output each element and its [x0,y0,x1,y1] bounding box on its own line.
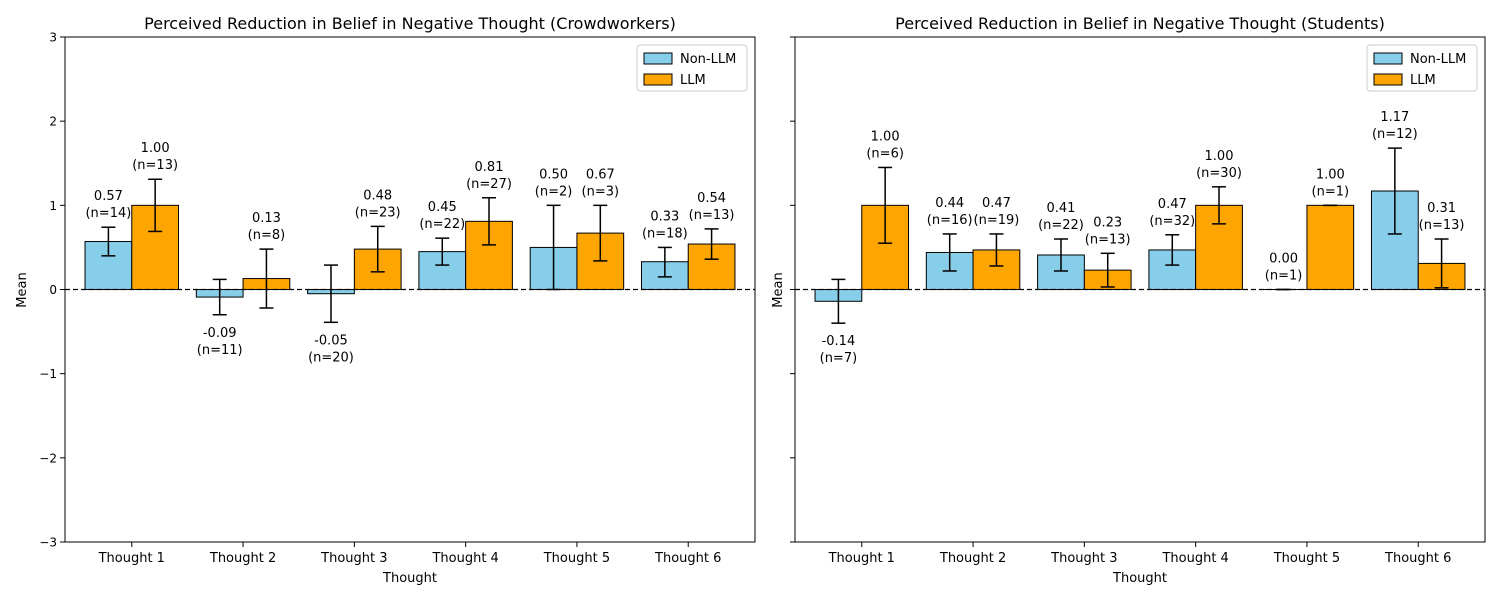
y-axis-label: Mean [771,272,786,307]
data-label: -0.05 [314,333,348,348]
data-label: 1.00 [1205,149,1234,164]
data-label: 1.17 [1380,110,1409,125]
legend-label: Non-LLM [1410,52,1466,67]
legend-label: LLM [1410,73,1436,88]
data-label: 0.44 [935,196,964,211]
data-label: 1.00 [1316,167,1345,182]
data-count-label: (n=22) [1038,218,1084,233]
axes-frame [794,36,1486,543]
legend-swatch [643,73,673,86]
data-label: 0.33 [650,209,679,224]
data-label: 1.00 [141,141,170,156]
x-axis-label: Thought [1112,571,1167,586]
legend-swatch [1373,52,1403,65]
y-tick-label: 3 [49,31,57,45]
chart-panel-students: Perceived Reduction in Belief in Negativ… [771,14,1486,586]
data-count-label: (n=8) [248,228,286,243]
plot-area: −3 −2 −1 0 1 2 3 0.57 (n=14) -0.09 (n=11) -0.05 (n=2… [39,31,756,566]
x-tick-label: Thought 5 [1273,551,1340,566]
x-tick-label: Thought 1 [828,551,895,566]
data-count-label: (n=13) [132,158,178,173]
x-tick-label: Thought 2 [939,551,1006,566]
data-count-label: (n=1) [1312,184,1350,199]
data-label: 0.45 [428,200,457,215]
data-label: -0.09 [203,326,237,341]
y-axis-label: Mean [15,272,30,307]
axes-frame [64,36,756,543]
data-label: 0.47 [982,196,1011,211]
y-tick-label: 2 [49,115,57,129]
x-axis-label: Thought [382,571,437,586]
data-count-label: (n=1) [1265,269,1303,284]
x-tick-label: Thought 3 [1050,551,1117,566]
x-tick-label: Thought 5 [543,551,610,566]
legend: Non-LLM LLM [1366,44,1478,92]
data-count-label: (n=32) [1149,214,1195,229]
data-label: 0.13 [252,211,281,226]
data-count-label: (n=12) [1372,127,1418,142]
x-tick-label: Thought 2 [209,551,276,566]
data-count-label: (n=23) [355,205,401,220]
data-count-label: (n=7) [820,351,858,366]
y-tick-label: 1 [49,199,57,213]
data-count-label: (n=2) [535,184,573,199]
data-label: 0.54 [697,191,726,206]
legend-label: LLM [680,73,706,88]
data-count-label: (n=13) [689,208,735,223]
data-count-label: (n=19) [974,213,1020,228]
data-count-label: (n=22) [419,217,465,232]
chart-title: Perceived Reduction in Belief in Negativ… [144,14,676,33]
data-label: 0.67 [586,167,615,182]
data-count-label: (n=30) [1196,166,1242,181]
data-count-label: (n=16) [927,213,973,228]
data-count-label: (n=13) [1085,232,1131,247]
plot-area: -0.14 (n=7) 0.44 (n=16) 0.41 (n=22) 0.47 (n=32)… [790,36,1486,566]
x-tick-label: Thought 3 [320,551,387,566]
y-tick-label: −3 [39,536,57,550]
bar [1306,204,1355,290]
data-label: 0.48 [363,188,392,203]
y-tick-label: −2 [39,451,57,465]
data-label: 0.00 [1269,252,1298,267]
data-count-label: (n=14) [85,206,131,221]
data-label: 0.81 [475,160,504,175]
data-count-label: (n=3) [582,184,620,199]
x-tick-label: Thought 4 [431,551,498,566]
y-tick-label: −1 [39,367,57,381]
data-label: 0.47 [1158,197,1187,212]
legend: Non-LLM LLM [636,44,748,92]
data-count-label: (n=11) [197,343,243,358]
data-label: 0.41 [1047,201,1076,216]
data-label: 0.50 [539,167,568,182]
x-tick-label: Thought 4 [1161,551,1228,566]
legend-swatch [1373,73,1403,86]
x-tick-label: Thought 6 [654,551,721,566]
data-count-label: (n=6) [866,146,904,161]
data-label: 0.23 [1093,215,1122,230]
legend-swatch [643,52,673,65]
x-tick-label: Thought 1 [98,551,165,566]
x-tick-label: Thought 6 [1384,551,1451,566]
data-count-label: (n=18) [642,226,688,241]
chart-panel-crowdworkers: Perceived Reduction in Belief in Negativ… [15,14,756,586]
data-label: 0.57 [94,189,123,204]
legend-label: Non-LLM [680,52,736,67]
data-count-label: (n=27) [466,177,512,192]
data-count-label: (n=20) [308,350,354,365]
data-label: 0.31 [1427,201,1456,216]
chart-title: Perceived Reduction in Belief in Negativ… [895,14,1385,33]
data-label: 1.00 [871,129,900,144]
y-tick-label: 0 [49,283,57,297]
data-count-label: (n=13) [1419,218,1465,233]
data-label: -0.14 [822,334,856,349]
